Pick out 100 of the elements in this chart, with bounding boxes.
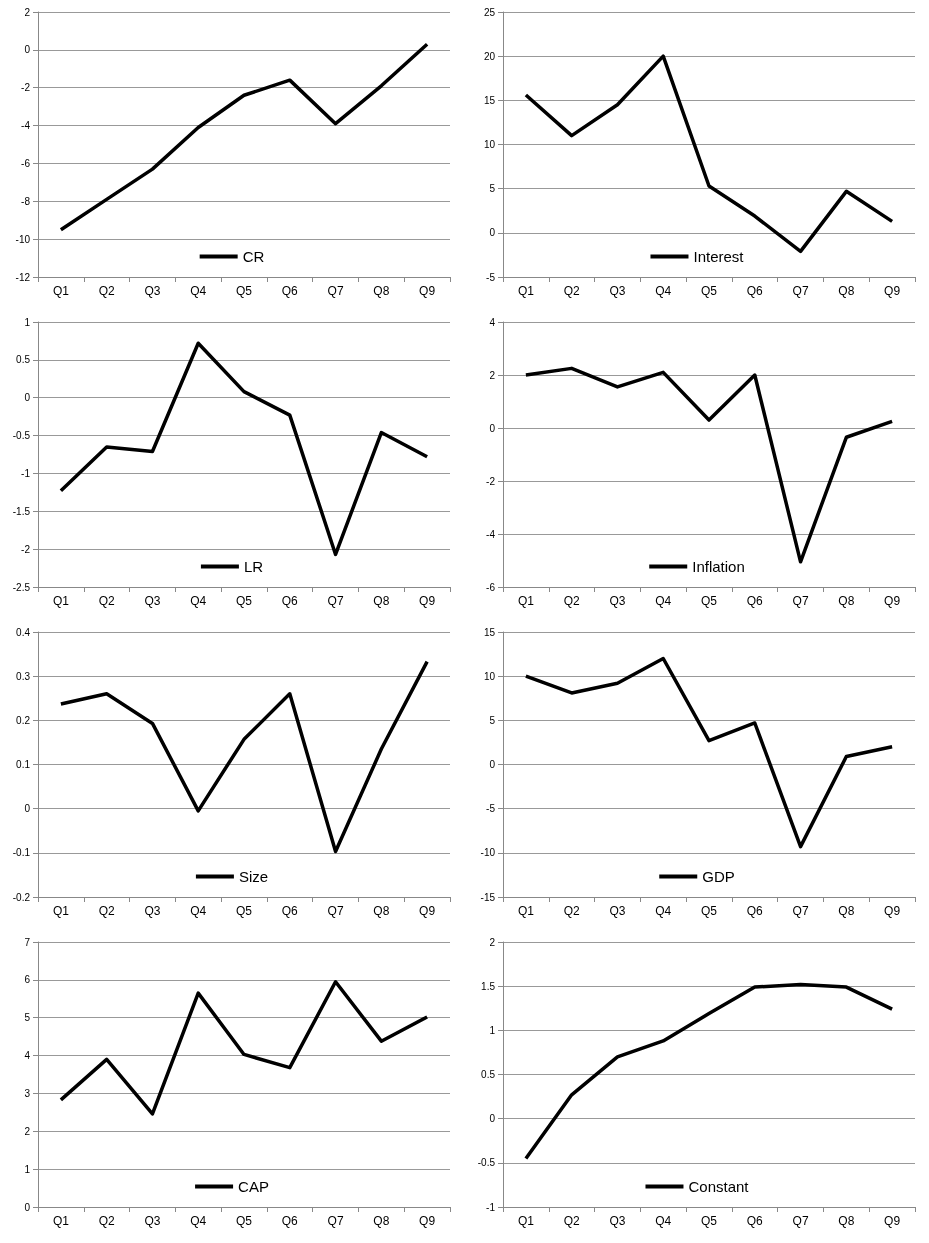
y-tick-label: -0.5 bbox=[477, 1157, 496, 1169]
x-tick-label: Q1 bbox=[52, 284, 70, 298]
legend-label: Interest bbox=[693, 248, 745, 265]
x-tick-label: Q9 bbox=[884, 904, 901, 918]
y-tick-label: 1 bbox=[24, 316, 31, 328]
x-tick-label: Q4 bbox=[655, 594, 672, 608]
x-tick-label: Q9 bbox=[884, 594, 901, 608]
x-tick-label: Q5 bbox=[235, 904, 253, 918]
x-tick-label: Q8 bbox=[838, 284, 855, 298]
y-tick-label: 1 bbox=[24, 1163, 31, 1175]
x-tick-label: Q2 bbox=[98, 284, 115, 298]
y-tick-label: 0 bbox=[489, 422, 496, 434]
x-tick-label: Q4 bbox=[655, 284, 672, 298]
y-tick-label: 0.5 bbox=[16, 354, 31, 366]
x-tick-label: Q7 bbox=[792, 1214, 809, 1228]
x-tick-label: Q8 bbox=[373, 1214, 390, 1228]
x-tick-label: Q6 bbox=[746, 594, 764, 608]
x-tick-label: Q1 bbox=[517, 1214, 535, 1228]
x-tick-label: Q4 bbox=[655, 904, 672, 918]
legend-label: CR bbox=[242, 248, 265, 265]
y-tick-label: 15 bbox=[483, 94, 496, 106]
y-tick-label: 0 bbox=[24, 392, 31, 404]
y-tick-label: 0 bbox=[489, 759, 496, 770]
x-tick-label: Q8 bbox=[373, 284, 390, 298]
x-tick-label: Q3 bbox=[609, 904, 626, 918]
y-tick-label: 6 bbox=[24, 974, 31, 986]
y-tick-label: 2 bbox=[24, 1125, 31, 1137]
x-tick-label: Q7 bbox=[792, 594, 809, 608]
x-tick-label: Q1 bbox=[52, 594, 70, 608]
y-tick-label: 0.1 bbox=[16, 759, 31, 770]
x-tick-label: Q8 bbox=[838, 904, 855, 918]
x-tick-label: Q3 bbox=[609, 284, 626, 298]
y-tick-label: -8 bbox=[21, 195, 31, 207]
y-tick-label: -10 bbox=[15, 233, 31, 245]
x-tick-label: Q7 bbox=[327, 904, 344, 918]
x-tick-label: Q3 bbox=[609, 1214, 626, 1228]
y-tick-label: 20 bbox=[483, 50, 496, 62]
x-tick-label: Q2 bbox=[563, 284, 580, 298]
x-tick-label: Q7 bbox=[327, 594, 344, 608]
y-tick-label: 10 bbox=[483, 670, 496, 682]
x-tick-label: Q6 bbox=[281, 594, 299, 608]
y-tick-label: 7 bbox=[24, 936, 31, 948]
y-tick-label: 0.2 bbox=[16, 714, 31, 726]
x-tick-label: Q5 bbox=[235, 594, 253, 608]
y-tick-label: -2.5 bbox=[12, 581, 31, 593]
x-tick-label: Q2 bbox=[563, 1214, 580, 1228]
x-tick-label: Q9 bbox=[419, 1214, 436, 1228]
legend-label: CAP bbox=[238, 1178, 269, 1195]
y-tick-label: -1 bbox=[486, 1201, 496, 1213]
y-tick-label: -2 bbox=[21, 82, 31, 94]
y-tick-label: -6 bbox=[486, 581, 496, 593]
y-tick-label: 0.3 bbox=[16, 670, 31, 682]
x-tick-label: Q2 bbox=[98, 904, 115, 918]
y-tick-label: -2 bbox=[21, 543, 31, 555]
line-series bbox=[524, 982, 894, 1161]
x-tick-label: Q9 bbox=[884, 284, 901, 298]
y-tick-label: -10 bbox=[480, 847, 496, 859]
y-tick-label: -5 bbox=[486, 271, 496, 283]
x-tick-label: Q9 bbox=[419, 284, 436, 298]
x-tick-label: Q3 bbox=[144, 904, 161, 918]
y-tick-label: 0 bbox=[24, 44, 31, 56]
x-tick-label: Q6 bbox=[281, 904, 299, 918]
line-series bbox=[524, 656, 894, 849]
y-tick-label: -5 bbox=[486, 803, 496, 815]
line-series bbox=[59, 341, 429, 557]
x-tick-label: Q1 bbox=[517, 904, 535, 918]
x-tick-label: Q2 bbox=[563, 904, 580, 918]
x-tick-label: Q6 bbox=[746, 904, 764, 918]
y-tick-label: 10 bbox=[483, 139, 496, 150]
x-tick-label: Q6 bbox=[746, 284, 764, 298]
x-tick-label: Q8 bbox=[838, 594, 855, 608]
x-tick-label: Q2 bbox=[98, 1214, 115, 1228]
y-tick-label: -4 bbox=[486, 528, 496, 540]
line-series bbox=[524, 54, 894, 254]
y-tick-label: 0.4 bbox=[16, 626, 31, 638]
x-tick-label: Q8 bbox=[373, 904, 390, 918]
x-tick-label: Q2 bbox=[98, 594, 115, 608]
x-tick-label: Q7 bbox=[327, 284, 344, 298]
y-tick-label: 5 bbox=[489, 714, 496, 726]
x-tick-label: Q9 bbox=[884, 1214, 901, 1228]
x-tick-label: Q9 bbox=[419, 594, 436, 608]
x-tick-label: Q8 bbox=[373, 594, 390, 608]
y-tick-label: 15 bbox=[483, 626, 496, 638]
x-tick-label: Q1 bbox=[52, 1214, 70, 1228]
x-tick-label: Q6 bbox=[281, 284, 299, 298]
x-tick-label: Q4 bbox=[190, 904, 207, 918]
x-tick-label: Q3 bbox=[144, 284, 161, 298]
legend-label: Constant bbox=[688, 1178, 750, 1195]
x-tick-label: Q3 bbox=[609, 594, 626, 608]
x-tick-label: Q1 bbox=[52, 904, 70, 918]
x-tick-label: Q1 bbox=[517, 284, 535, 298]
legend-label: LR bbox=[243, 558, 264, 575]
y-tick-label: 2 bbox=[489, 369, 496, 381]
x-tick-label: Q4 bbox=[655, 1214, 672, 1228]
legend-label: Size bbox=[238, 868, 269, 885]
y-tick-label: 4 bbox=[489, 316, 496, 328]
x-tick-label: Q5 bbox=[235, 284, 253, 298]
x-tick-label: Q6 bbox=[281, 1214, 299, 1228]
y-tick-label: -12 bbox=[15, 271, 31, 283]
y-tick-label: -2 bbox=[486, 475, 496, 487]
